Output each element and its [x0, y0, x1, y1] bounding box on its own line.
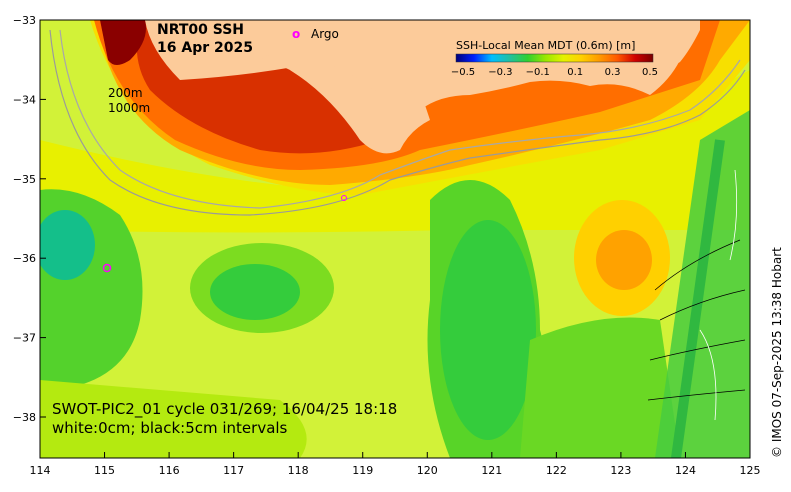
x-tick-label: 122: [546, 464, 567, 477]
dark-red-core: [100, 20, 146, 65]
colorbar-tick-label: 0.1: [567, 67, 583, 78]
y-tick-label: −38: [13, 411, 36, 424]
swot-white-contours: [699, 169, 738, 421]
colorbar-tick-label: 0.3: [605, 67, 621, 78]
colorbar-tick-label: −0.1: [526, 67, 550, 78]
isobath-200m-line: [59, 29, 741, 209]
map-title-line1: NRT00 SSH: [157, 22, 244, 38]
x-tick-label: 117: [223, 464, 244, 477]
lime-southwest: [40, 380, 307, 458]
yellow-band: [40, 70, 750, 233]
argo-legend-label: Argo: [311, 27, 339, 41]
y-tick-label: −37: [13, 332, 36, 345]
colorbar-tick-label: −0.5: [451, 67, 475, 78]
plot-frame: [39, 19, 751, 459]
swot-caption-line2: white:0cm; black:5cm intervals: [52, 419, 288, 437]
swot-caption-line1: SWOT-PIC2_01 cycle 031/269; 16/04/25 18:…: [52, 400, 397, 419]
isobath-1000m-label: 1000m: [108, 101, 150, 115]
map-title-line2: 16 Apr 2025: [157, 40, 253, 56]
land-interior: [145, 20, 700, 95]
imos-credit: © IMOS 07-Sep-2025 13:38 Hobart: [770, 247, 784, 458]
x-tick-label: 118: [288, 464, 309, 477]
colorbar-tick-label: 0.5: [642, 67, 658, 78]
colorbar-ticks: −0.5 −0.3 −0.1 0.1 0.3 0.5: [451, 67, 658, 78]
isobath-1000m-line: [49, 29, 746, 216]
x-tick-label: 121: [481, 464, 502, 477]
x-tick-label: 120: [417, 464, 438, 477]
argo-legend-symbol: o: [292, 27, 300, 41]
swot-nadir-gap: [671, 139, 725, 458]
y-tick-label: −36: [13, 252, 36, 265]
teal-core-west: [40, 210, 95, 280]
x-tick-label: 119: [352, 464, 373, 477]
x-axis-ticks: 114 115 116 117 118 119 120 121 122 123 124 125: [30, 452, 761, 477]
y-tick-label: −34: [13, 93, 36, 106]
colorbar-title: SSH-Local Mean MDT (0.6m) [m]: [456, 39, 635, 52]
argo-float-marker[interactable]: [341, 195, 347, 201]
x-tick-label: 125: [740, 464, 761, 477]
x-tick-label: 115: [94, 464, 115, 477]
ssh-field: [40, 20, 750, 458]
swot-black-contours: [647, 239, 746, 401]
green-eddy-east-core: [440, 220, 536, 440]
warm-eddy-core: [596, 230, 652, 290]
x-tick-label: 116: [159, 464, 180, 477]
green-eddy-center-core: [210, 264, 300, 320]
isobath-200m-label: 200m: [108, 86, 143, 100]
argo-float-marker[interactable]: [102, 263, 112, 273]
y-tick-label: −33: [13, 14, 36, 27]
colorbar-tick-label: −0.3: [488, 67, 512, 78]
y-axis-ticks: −33 −34 −35 −36 −37 −38: [13, 14, 46, 424]
x-tick-label: 114: [30, 464, 51, 477]
x-tick-label: 124: [675, 464, 696, 477]
y-tick-label: −35: [13, 173, 36, 186]
green-southeast: [520, 317, 680, 458]
x-tick-label: 123: [610, 464, 631, 477]
colorbar: [455, 53, 654, 63]
